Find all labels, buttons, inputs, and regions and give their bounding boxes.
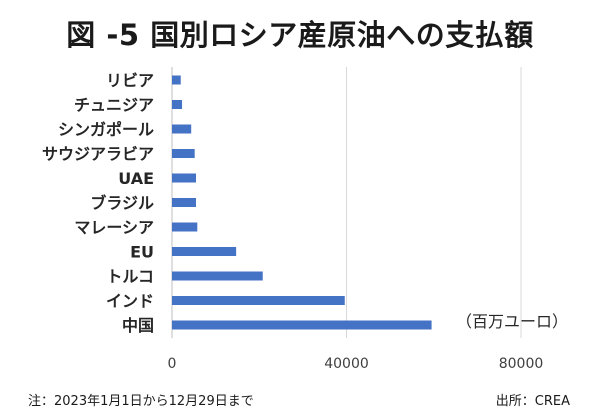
category-label-10: 中国 [122, 316, 154, 335]
bar-3 [172, 149, 195, 158]
bar-9 [172, 296, 345, 305]
bar-4 [172, 173, 196, 183]
footnote: 注：2023年1月1日から12月29日まで [28, 394, 254, 409]
bar-1 [172, 100, 183, 109]
bar-6 [172, 222, 198, 232]
category-label-1: チュニジア [74, 96, 154, 115]
category-label-6: マレーシア [74, 218, 154, 237]
category-label-5: ブラジル [90, 194, 154, 213]
bar-10 [172, 320, 432, 330]
category-label-9: インド [106, 292, 154, 311]
unit-label: （百万ユーロ） [456, 312, 568, 331]
category-label-3: サウジアラビア [42, 145, 154, 164]
x-tick-label-0: 0 [168, 356, 177, 372]
bar-8 [172, 271, 263, 281]
bar-5 [172, 198, 196, 207]
category-label-0: リビア [106, 71, 154, 90]
x-tick-label-1: 40000 [324, 356, 369, 372]
category-label-2: シンガポール [58, 120, 154, 139]
bar-7 [172, 247, 237, 256]
category-label-4: UAE [118, 169, 154, 188]
chart-title: 図 -5 国別ロシア産原油への支払額 [66, 18, 534, 52]
category-label-8: トルコ [106, 267, 154, 286]
x-tick-label-2: 80000 [499, 356, 544, 372]
bar-0 [172, 75, 181, 85]
source-label: 出所：CREA [495, 394, 570, 409]
bar-2 [172, 124, 192, 134]
category-label-7: EU [130, 243, 154, 262]
